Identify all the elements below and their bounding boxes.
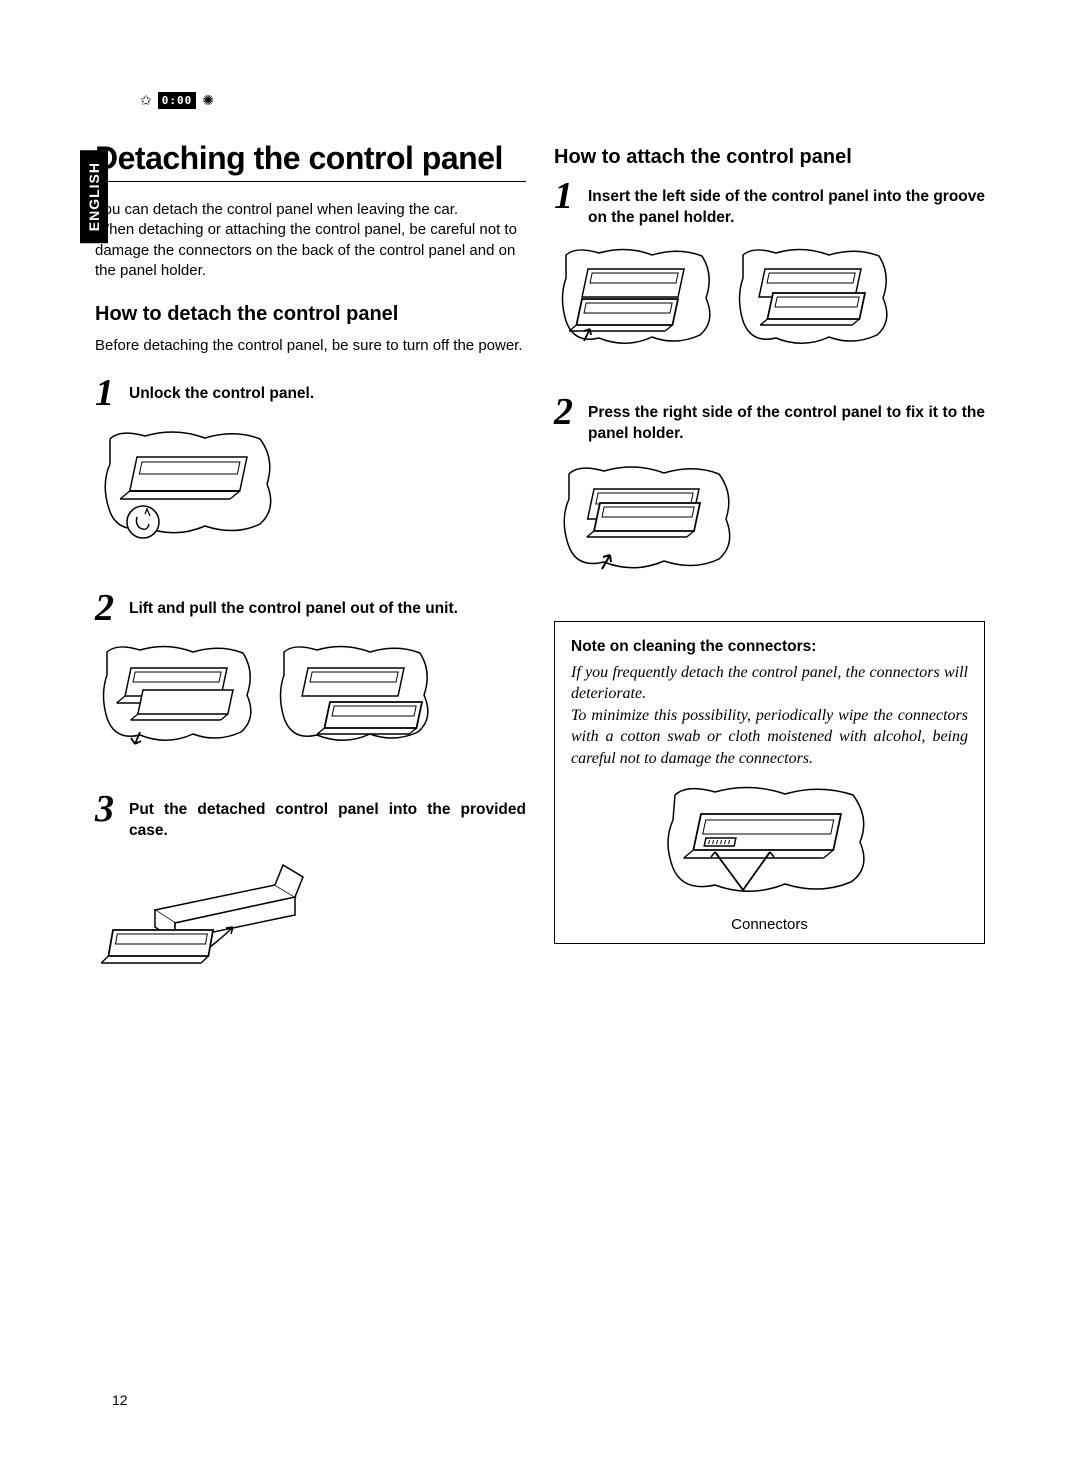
gear-icon: ✺	[202, 92, 214, 109]
attach-step-1: 1 Insert the left side of the control pa…	[554, 179, 985, 229]
step-number: 2	[554, 395, 578, 429]
left-column: Detaching the control panel You can deta…	[95, 140, 526, 1027]
right-column: How to attach the control panel 1 Insert…	[554, 140, 985, 1027]
step-text: Put the detached control panel into the …	[129, 792, 526, 842]
step-text: Press the right side of the control pane…	[588, 395, 985, 445]
step-text: Insert the left side of the control pane…	[588, 179, 985, 229]
step-number: 1	[95, 376, 119, 410]
detach-step-1: 1 Unlock the control panel.	[95, 376, 526, 410]
detach-step-3: 3 Put the detached control panel into th…	[95, 792, 526, 842]
step-number: 3	[95, 792, 119, 826]
attach-section-title: How to attach the control panel	[554, 146, 985, 169]
attach-diagram-1	[554, 243, 985, 363]
connectors-caption: Connectors	[571, 916, 968, 933]
detach-diagram-1	[95, 424, 526, 559]
note-body: If you frequently detach the control pan…	[571, 662, 968, 770]
detach-section-title: How to detach the control panel	[95, 303, 526, 326]
step-number: 2	[95, 591, 119, 625]
step-text: Unlock the control panel.	[129, 376, 314, 405]
detach-diagram-2	[95, 640, 526, 760]
cleaning-note-box: Note on cleaning the connectors: If you …	[554, 621, 985, 944]
note-title: Note on cleaning the connectors:	[571, 638, 968, 656]
attach-diagram-2	[554, 459, 985, 589]
clock-display: 0:00	[158, 92, 197, 109]
step-text: Lift and pull the control panel out of t…	[129, 591, 458, 620]
detach-step-2: 2 Lift and pull the control panel out of…	[95, 591, 526, 625]
header-icon-row: ✩ 0:00 ✺	[140, 92, 214, 109]
detach-section-intro: Before detaching the control panel, be s…	[95, 336, 526, 356]
intro-paragraph: You can detach the control panel when le…	[95, 200, 526, 281]
connectors-diagram	[571, 780, 968, 910]
attach-step-2: 2 Press the right side of the control pa…	[554, 395, 985, 445]
detach-diagram-3	[95, 855, 526, 995]
page-title: Detaching the control panel	[95, 140, 526, 182]
step-number: 1	[554, 179, 578, 213]
star-icon: ✩	[140, 92, 152, 109]
language-tab: ENGLISH	[80, 150, 108, 243]
page-number: 12	[112, 1392, 128, 1408]
